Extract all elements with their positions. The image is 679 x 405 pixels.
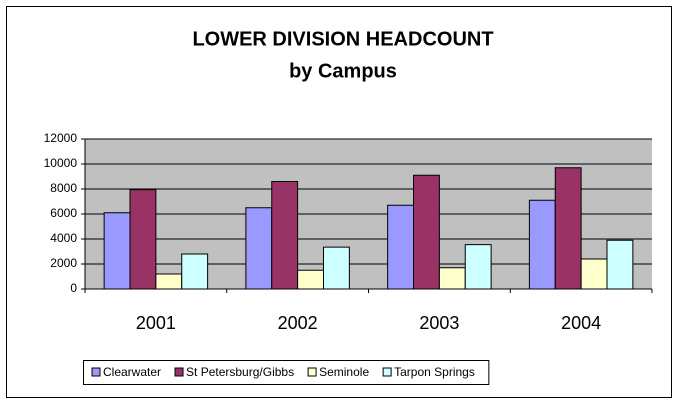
y-tick-label: 2000 [50, 256, 77, 270]
bar [271, 181, 299, 290]
legend-box [83, 360, 490, 385]
chart-subtitle: by Campus [289, 60, 397, 82]
bar [554, 167, 582, 290]
bar [129, 189, 157, 290]
bar [464, 244, 492, 290]
legend-swatch [382, 367, 392, 377]
legend-label: Tarpon Springs [394, 365, 475, 379]
y-tick-label: 10000 [44, 156, 78, 170]
legend-swatch [91, 367, 101, 377]
y-tick-label: 0 [70, 281, 77, 295]
y-tick-label: 8000 [50, 181, 77, 195]
legend-swatch [307, 367, 317, 377]
y-tick-label: 4000 [50, 231, 77, 245]
legend-label: Seminole [319, 365, 369, 379]
legend-swatch [174, 367, 184, 377]
bar [580, 258, 608, 290]
y-tick-label: 12000 [44, 131, 78, 145]
bar [606, 239, 634, 290]
bar [155, 273, 183, 290]
bar [438, 267, 466, 290]
y-tick-label: 6000 [50, 206, 77, 220]
legend: Clearwater St Petersburg/Gibbs Seminole Tar… [83, 360, 490, 385]
x-tick-label: 2001 [136, 313, 176, 333]
bar [181, 253, 209, 290]
x-tick-label: 2004 [561, 313, 601, 333]
legend-label: St Petersburg/Gibbs [186, 365, 294, 379]
legend-label: Clearwater [103, 365, 161, 379]
bar [413, 174, 440, 290]
bar [528, 199, 556, 290]
bar [387, 204, 415, 290]
x-tick-label: 2002 [278, 313, 318, 333]
bar [297, 269, 324, 290]
bar [322, 246, 350, 290]
chart-title: LOWER DIVISION HEADCOUNT [192, 28, 493, 50]
bar [245, 207, 273, 290]
bar [103, 212, 131, 290]
x-tick-label: 2003 [419, 313, 459, 333]
